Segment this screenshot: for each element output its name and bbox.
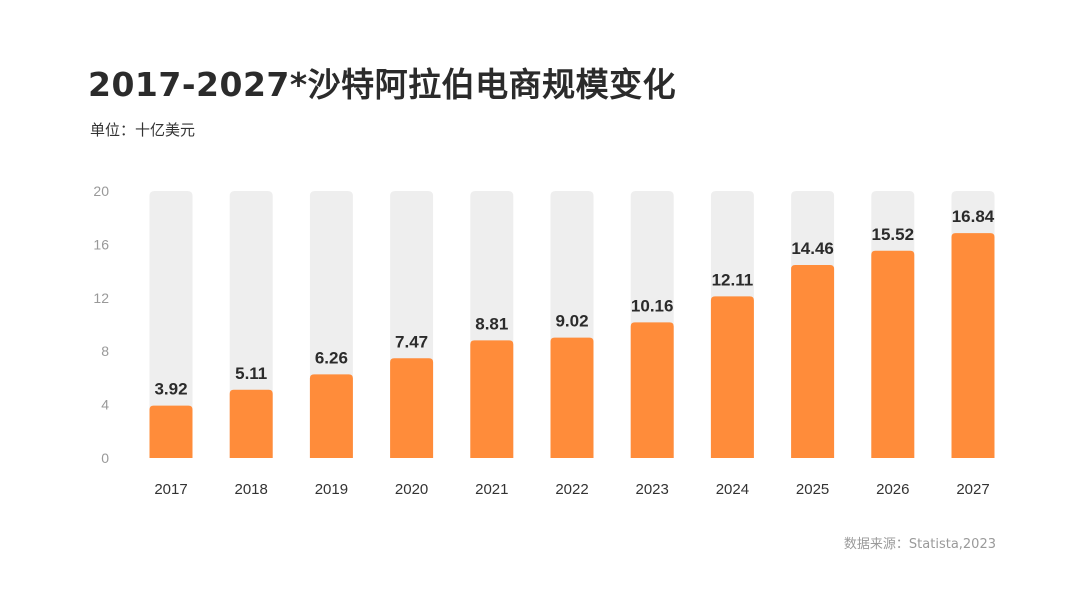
bar — [229, 389, 273, 458]
bar-value-label: 6.26 — [315, 348, 348, 367]
x-tick-label: 2019 — [315, 481, 348, 498]
x-tick-label: 2018 — [235, 481, 268, 498]
bar-value-label: 8.81 — [475, 314, 508, 333]
bar-value-label: 12.11 — [712, 270, 754, 289]
x-tick-label: 2027 — [956, 481, 989, 498]
y-tick-label: 4 — [101, 397, 109, 413]
bar-value-label: 7.47 — [395, 332, 428, 351]
bar — [951, 233, 995, 458]
x-tick-label: 2017 — [154, 481, 187, 498]
x-tick-label: 2021 — [475, 481, 508, 498]
unit-label: 单位：十亿美元 — [90, 121, 196, 139]
bar — [630, 322, 674, 458]
bar-value-label: 9.02 — [555, 312, 588, 331]
bar — [550, 337, 594, 458]
chart-title: 2017-2027*沙特阿拉伯电商规模变化 — [88, 65, 677, 104]
bar-track — [149, 191, 193, 458]
bar — [390, 358, 434, 458]
x-tick-label: 2025 — [796, 481, 829, 498]
bar-value-label: 15.52 — [872, 225, 915, 244]
y-tick-label: 20 — [93, 183, 109, 199]
bar — [871, 250, 915, 458]
x-tick-label: 2022 — [555, 481, 588, 498]
x-axis-ticks: 2017 2018 2019 2020 2021 2022 2023 2024 2025 2026… — [154, 481, 989, 498]
bar — [470, 340, 514, 458]
bars — [149, 233, 995, 458]
bar — [309, 374, 353, 458]
bar — [149, 405, 193, 458]
bar-value-label: 10.16 — [631, 296, 674, 315]
y-tick-label: 12 — [93, 290, 109, 306]
x-tick-label: 2020 — [395, 481, 428, 498]
bar-value-label: 5.11 — [235, 364, 267, 383]
source-note: 数据来源：Statista,2023 — [843, 537, 996, 552]
value-labels: 3.92 5.11 6.26 7.47 8.81 9.02 10.16 12.11 14.46 1… — [154, 207, 994, 398]
x-tick-label: 2026 — [876, 481, 909, 498]
y-tick-label: 0 — [101, 450, 109, 466]
x-tick-label: 2024 — [716, 481, 749, 498]
bar — [710, 296, 754, 458]
y-tick-label: 16 — [93, 236, 109, 252]
x-tick-label: 2023 — [636, 481, 669, 498]
bar — [791, 264, 835, 458]
bar-value-label: 16.84 — [952, 207, 995, 226]
y-axis-ticks: 0 4 8 12 16 20 — [93, 183, 109, 466]
bar-value-label: 14.46 — [791, 239, 834, 258]
bar-value-label: 3.92 — [154, 380, 187, 399]
y-tick-label: 8 — [101, 343, 109, 359]
